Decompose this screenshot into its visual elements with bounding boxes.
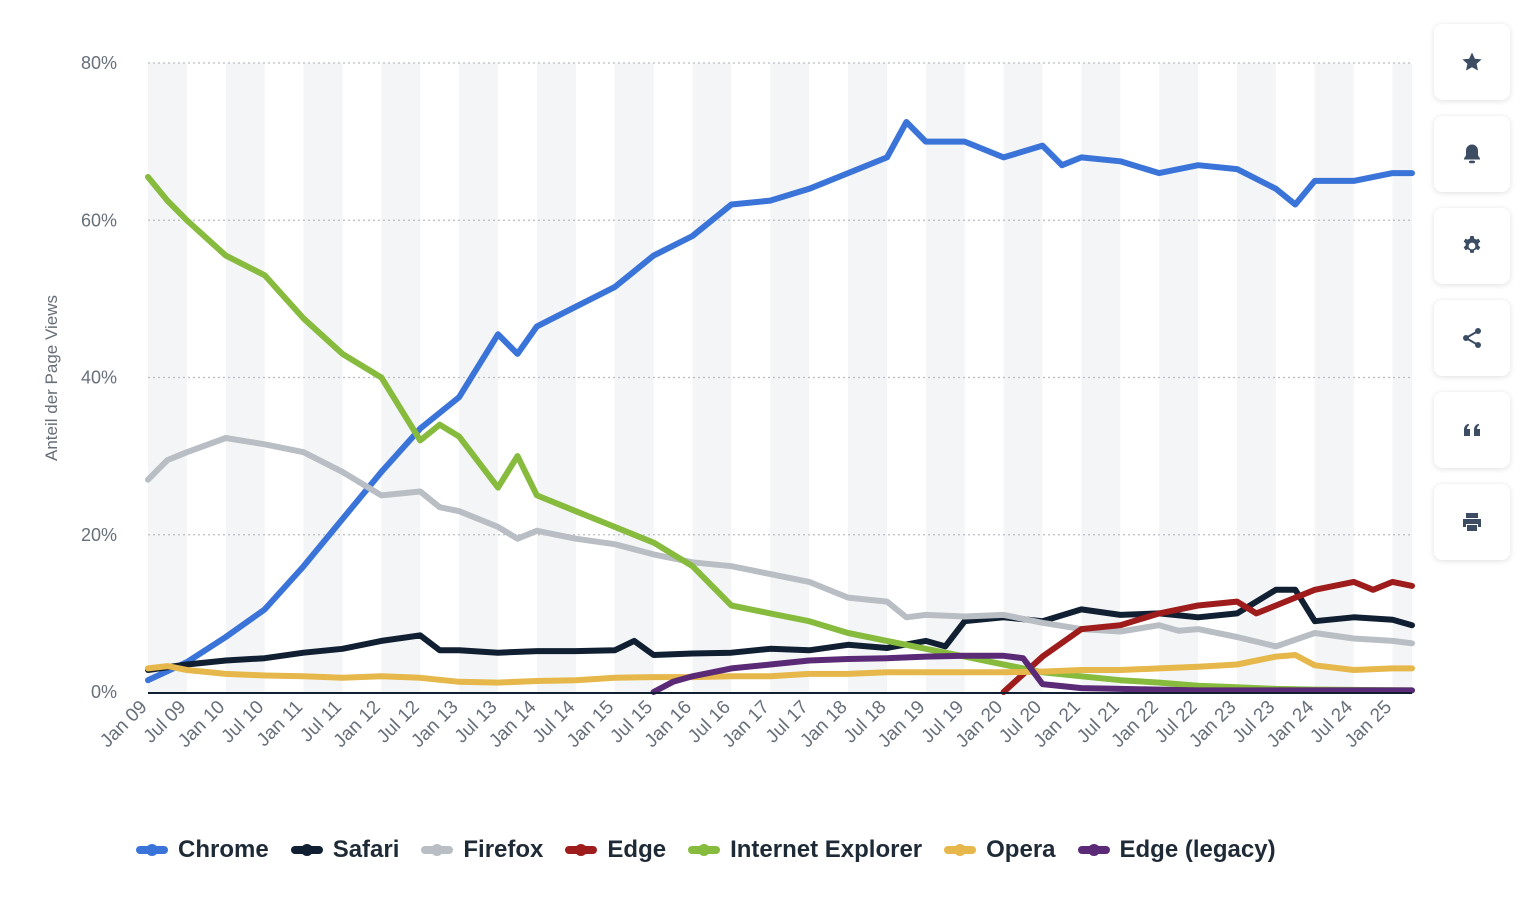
legend-swatch-edge-legacy — [1077, 844, 1110, 856]
share-icon — [1463, 328, 1481, 348]
bell-icon — [1464, 144, 1480, 164]
column-band — [1392, 63, 1412, 692]
legend-item-firefox[interactable]: Firefox — [421, 836, 543, 864]
share-button[interactable] — [1434, 300, 1510, 376]
legend-label-internet-explorer: Internet Explorer — [730, 836, 923, 863]
series-line-opera — [145, 652, 1415, 686]
legend-label-chrome: Chrome — [178, 836, 269, 863]
notification-button[interactable] — [1434, 116, 1510, 192]
legend-label-firefox: Firefox — [463, 836, 544, 863]
legend-swatch-opera — [944, 844, 977, 856]
legend-swatch-firefox — [421, 844, 454, 856]
legend-item-internet-explorer[interactable]: Internet Explorer — [688, 836, 922, 864]
y-tick-label: 60% — [81, 210, 117, 230]
favorite-button[interactable] — [1434, 24, 1510, 100]
legend-item-edge-legacy[interactable]: Edge (legacy) — [1077, 836, 1276, 864]
series-line-firefox — [145, 435, 1415, 650]
legend-swatch-chrome — [136, 844, 168, 856]
legend-label-edge-legacy: Edge (legacy) — [1119, 836, 1276, 863]
legend-swatch-safari — [290, 844, 323, 856]
legend-item-opera[interactable]: Opera — [944, 836, 1056, 864]
quote-icon — [1464, 423, 1480, 436]
legend-swatch-internet-explorer — [688, 844, 721, 856]
y-tick-label: 20% — [81, 525, 117, 545]
series-line-edge-legacy — [650, 652, 1415, 695]
y-axis-title: Anteil der Page Views — [42, 294, 61, 462]
printer-icon — [1463, 513, 1481, 531]
legend-label-safari: Safari — [332, 836, 400, 863]
series-line-edge — [1000, 578, 1415, 695]
legend: Chrome Safari Firefox Edge Internet Expl… — [136, 836, 1298, 864]
settings-button[interactable] — [1434, 208, 1510, 284]
y-tick-label: 40% — [81, 368, 117, 388]
legend-label-edge: Edge — [607, 836, 667, 863]
y-tick-labels: 0% 20% 40% 60% 80% — [81, 53, 117, 702]
print-button[interactable] — [1434, 484, 1510, 560]
series-line-chrome — [145, 119, 1415, 684]
series-lines — [145, 119, 1415, 695]
y-tick-label: 0% — [91, 682, 117, 702]
legend-item-edge[interactable]: Edge — [565, 836, 666, 864]
x-tick-label: Jan 09 — [96, 697, 151, 752]
y-gridlines — [148, 62, 1412, 536]
legend-item-chrome[interactable]: Chrome — [136, 836, 269, 864]
legend-swatch-edge — [565, 844, 598, 856]
gear-icon — [1463, 236, 1481, 253]
cite-button[interactable] — [1434, 392, 1510, 468]
column-band — [1236, 63, 1276, 692]
series-line-safari — [145, 586, 1415, 673]
legend-label-opera: Opera — [986, 836, 1056, 863]
legend-item-safari[interactable]: Safari — [290, 836, 400, 864]
tool-sidebar — [1434, 24, 1510, 576]
star-icon — [1462, 52, 1482, 71]
series-line-internet-explorer — [145, 174, 1415, 694]
y-tick-label: 80% — [81, 53, 117, 73]
